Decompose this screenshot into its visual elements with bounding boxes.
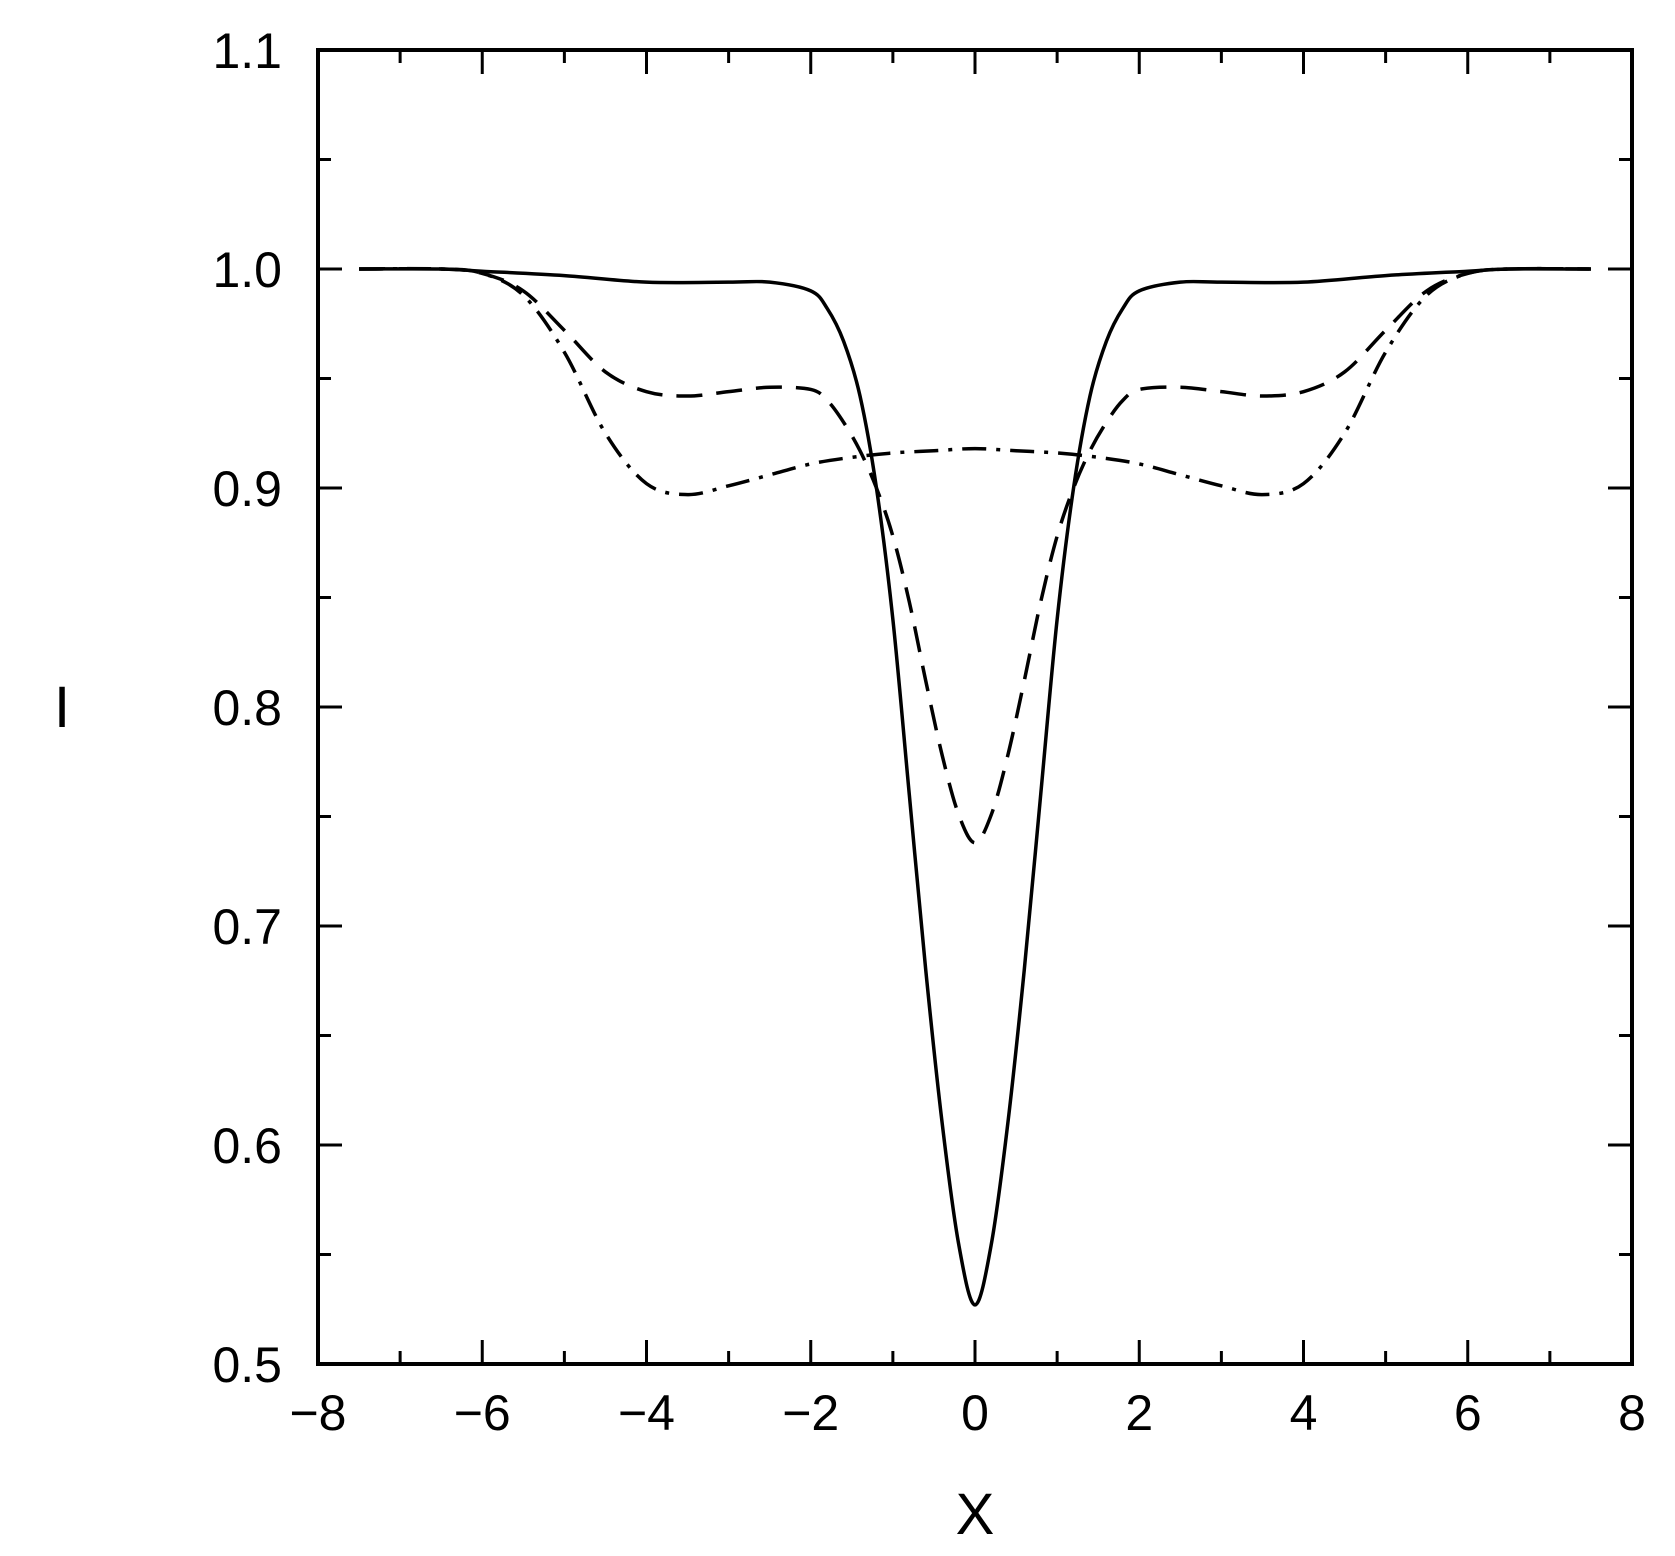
y-tick-label: 0.7 xyxy=(212,899,282,955)
x-tick-label: −6 xyxy=(454,1385,511,1441)
x-tick-label: 8 xyxy=(1618,1385,1646,1441)
x-tick-label: −4 xyxy=(618,1385,675,1441)
y-tick-label: 0.9 xyxy=(212,461,282,517)
plot-frame xyxy=(316,48,1634,1366)
y-tick-label: 1.0 xyxy=(212,242,282,298)
x-tick-label: −2 xyxy=(782,1385,839,1441)
series-line-dash-dot xyxy=(359,266,1591,497)
y-axis-title: I xyxy=(54,675,70,740)
x-tick-label: 2 xyxy=(1125,1385,1153,1441)
x-tick-label: −8 xyxy=(289,1385,346,1441)
y-tick-label: 0.6 xyxy=(212,1118,282,1174)
series-line-solid xyxy=(359,267,1591,1307)
x-axis-title: X xyxy=(956,1482,995,1547)
series-line-dashed xyxy=(359,266,1591,845)
tick-marks xyxy=(316,48,1634,1366)
y-tick-label: 0.8 xyxy=(212,680,282,736)
y-tick-label: 0.5 xyxy=(212,1337,282,1393)
x-tick-label: 0 xyxy=(961,1385,989,1441)
x-tick-label: 4 xyxy=(1290,1385,1318,1441)
tick-labels: −8 −6 −4 −2 0 2 4 6 8 0.5 0.6 0.7 0.8 0.9 1.0 1.1 xyxy=(212,23,1645,1441)
plot-area xyxy=(359,266,1591,1307)
y-tick-label: 1.1 xyxy=(212,23,282,79)
x-tick-label: 6 xyxy=(1454,1385,1482,1441)
